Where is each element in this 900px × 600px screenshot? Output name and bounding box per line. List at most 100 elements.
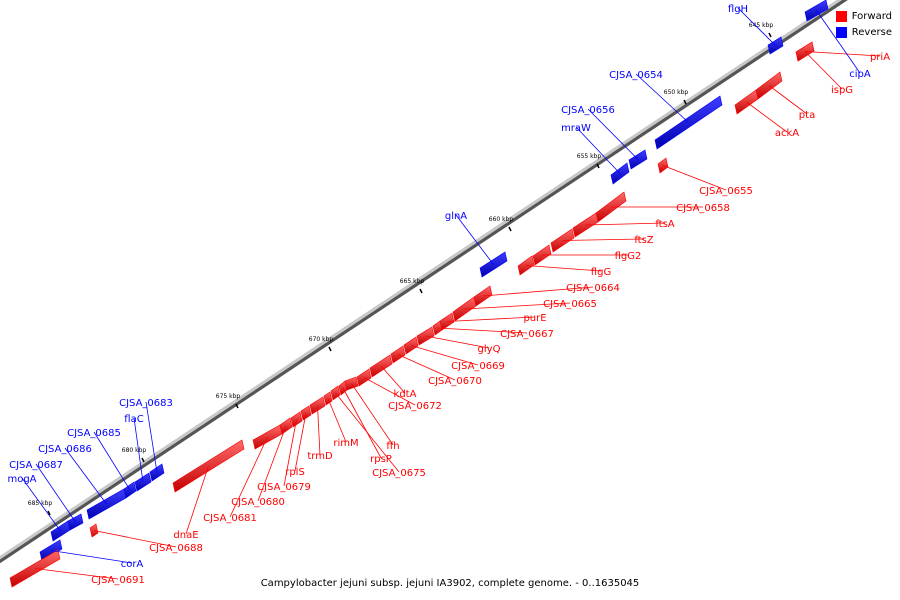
gene-leader-line bbox=[50, 550, 133, 564]
forward-swatch-icon bbox=[835, 10, 847, 22]
gene-label-CJSA_0687: CJSA_0687 bbox=[9, 460, 63, 471]
gene-label-CJSA_0655: CJSA_0655 bbox=[699, 186, 753, 197]
legend-forward-label: Forward bbox=[851, 10, 892, 22]
tick-label: 680 kbp bbox=[122, 447, 147, 454]
gene-leader-line bbox=[804, 51, 881, 57]
tick-label: 650 kbp bbox=[664, 89, 689, 96]
tick-mark bbox=[235, 403, 239, 409]
gene-leader-line bbox=[587, 108, 639, 160]
gene-label-CJSA_0654: CJSA_0654 bbox=[609, 70, 663, 81]
gene-label-CJSA_0670: CJSA_0670 bbox=[428, 376, 482, 387]
tick-mark bbox=[768, 32, 772, 38]
gene-label-CJSA_0667: CJSA_0667 bbox=[500, 329, 554, 340]
tick-label: 655 kbp bbox=[577, 153, 602, 160]
gene-leader-line bbox=[327, 398, 347, 443]
gene-leader-line bbox=[145, 401, 158, 473]
gene-leader-line bbox=[662, 165, 727, 191]
legend: Forward Reverse bbox=[835, 8, 892, 40]
gene-label-CJSA_0685: CJSA_0685 bbox=[67, 428, 121, 439]
tick-label: 670 kbp bbox=[309, 336, 334, 343]
tick-mark bbox=[419, 288, 423, 294]
gene-label-glyQ: glyQ bbox=[478, 344, 501, 355]
gene-label-purE: purE bbox=[523, 313, 546, 324]
gene-leader-line bbox=[35, 463, 76, 523]
gene-leader-line bbox=[437, 327, 528, 334]
gene-label-CJSA_0679: CJSA_0679 bbox=[257, 482, 311, 493]
gene-leader-line bbox=[283, 419, 297, 487]
gene-leader-line bbox=[635, 73, 689, 123]
gene-label-CJSA_0669: CJSA_0669 bbox=[451, 361, 505, 372]
gene-label-flgH: flgH bbox=[728, 4, 748, 15]
tick-mark bbox=[683, 99, 687, 105]
gene-label-CJSA_0688: CJSA_0688 bbox=[149, 543, 203, 554]
gene-label-cipA: cipA bbox=[849, 69, 871, 80]
tick-mark bbox=[596, 163, 600, 169]
gene-label-trmD: trmD bbox=[307, 451, 333, 462]
gene-label-corA: corA bbox=[121, 559, 144, 570]
gene-label-CJSA_0686: CJSA_0686 bbox=[38, 444, 92, 455]
gene-label-CJSA_0672: CJSA_0672 bbox=[388, 401, 442, 412]
gene-label-dnaE: dnaE bbox=[173, 530, 198, 541]
gene-label-CJSA_0691: CJSA_0691 bbox=[91, 575, 145, 586]
gene-leader-line bbox=[34, 568, 119, 580]
backbone-layer bbox=[0, 0, 848, 564]
gene-label-CJSA_0665: CJSA_0665 bbox=[543, 299, 597, 310]
gene-label-CJSA_0681: CJSA_0681 bbox=[203, 513, 257, 524]
tick-layer: 645 kbp 650 kbp 655 kbp 660 kbp 665 kbp 670 k… bbox=[28, 22, 773, 516]
gene-leader-line bbox=[133, 417, 144, 483]
gene-leader-line bbox=[585, 222, 666, 226]
gene-leader-line bbox=[335, 392, 400, 473]
gene-leader-line bbox=[64, 447, 107, 505]
gene-label-pta: pta bbox=[799, 110, 815, 121]
gene-leader-line bbox=[185, 465, 209, 535]
backbone bbox=[0, 0, 843, 560]
gene-leader-line bbox=[257, 425, 287, 502]
gene-leader-line bbox=[455, 214, 494, 265]
gene-label-flaC: flaC bbox=[124, 414, 143, 425]
gene-label-priA: priA bbox=[870, 52, 890, 63]
gene-label-rplS: rplS bbox=[285, 467, 305, 478]
reverse-swatch-icon bbox=[835, 26, 847, 38]
tick-label: 675 kbp bbox=[216, 393, 241, 400]
gene-leader-line bbox=[317, 405, 321, 456]
gene-leader-line bbox=[575, 126, 621, 174]
gene-label-ackA: ackA bbox=[775, 128, 799, 139]
gene-leader-line bbox=[342, 387, 382, 459]
gene-leader-line bbox=[482, 286, 594, 297]
gene-leader-line bbox=[446, 316, 536, 322]
gene-leader-line bbox=[737, 7, 776, 46]
gene-label-CJSA_0658: CJSA_0658 bbox=[676, 203, 730, 214]
tick-mark bbox=[508, 226, 512, 232]
gene-leader-line bbox=[351, 383, 394, 446]
gene-label-glnA: glnA bbox=[445, 211, 467, 222]
tick-mark bbox=[328, 346, 332, 352]
legend-reverse: Reverse bbox=[835, 24, 892, 40]
gene-leader-line bbox=[425, 335, 490, 349]
gene-leader-line bbox=[363, 377, 416, 406]
gene-label-CJSA_0675: CJSA_0675 bbox=[372, 468, 426, 479]
gene-leader-line bbox=[397, 354, 456, 381]
gene-leader-line bbox=[562, 238, 645, 241]
gene-label-CJSA_0656: CJSA_0656 bbox=[561, 105, 615, 116]
gene-label-mogA: mogA bbox=[7, 474, 36, 485]
gene-label-CJSA_0664: CJSA_0664 bbox=[566, 283, 620, 294]
gene-leader-line bbox=[804, 51, 843, 90]
gene-leader-line bbox=[768, 85, 808, 115]
map-caption: Campylobacter jejuni subsp. jejuni IA390… bbox=[260, 578, 640, 589]
gene-leader-line bbox=[816, 10, 861, 74]
gene-leader-line bbox=[746, 101, 788, 133]
gene-leader-line bbox=[229, 436, 268, 518]
tick-label: 665 kbp bbox=[400, 278, 425, 285]
gene-leader-line bbox=[294, 412, 307, 472]
gene-label-kdtA: kdtA bbox=[394, 389, 417, 400]
gene-leader-line bbox=[464, 302, 571, 310]
gene-label-rpsP: rpsP bbox=[370, 454, 392, 465]
tick-mark bbox=[141, 457, 145, 463]
backbone-shadow bbox=[0, 0, 848, 564]
gene-label-mraW: mraW bbox=[561, 123, 591, 134]
gene-leader-line bbox=[380, 365, 406, 394]
gene-label-ffh: ffh bbox=[386, 441, 399, 452]
